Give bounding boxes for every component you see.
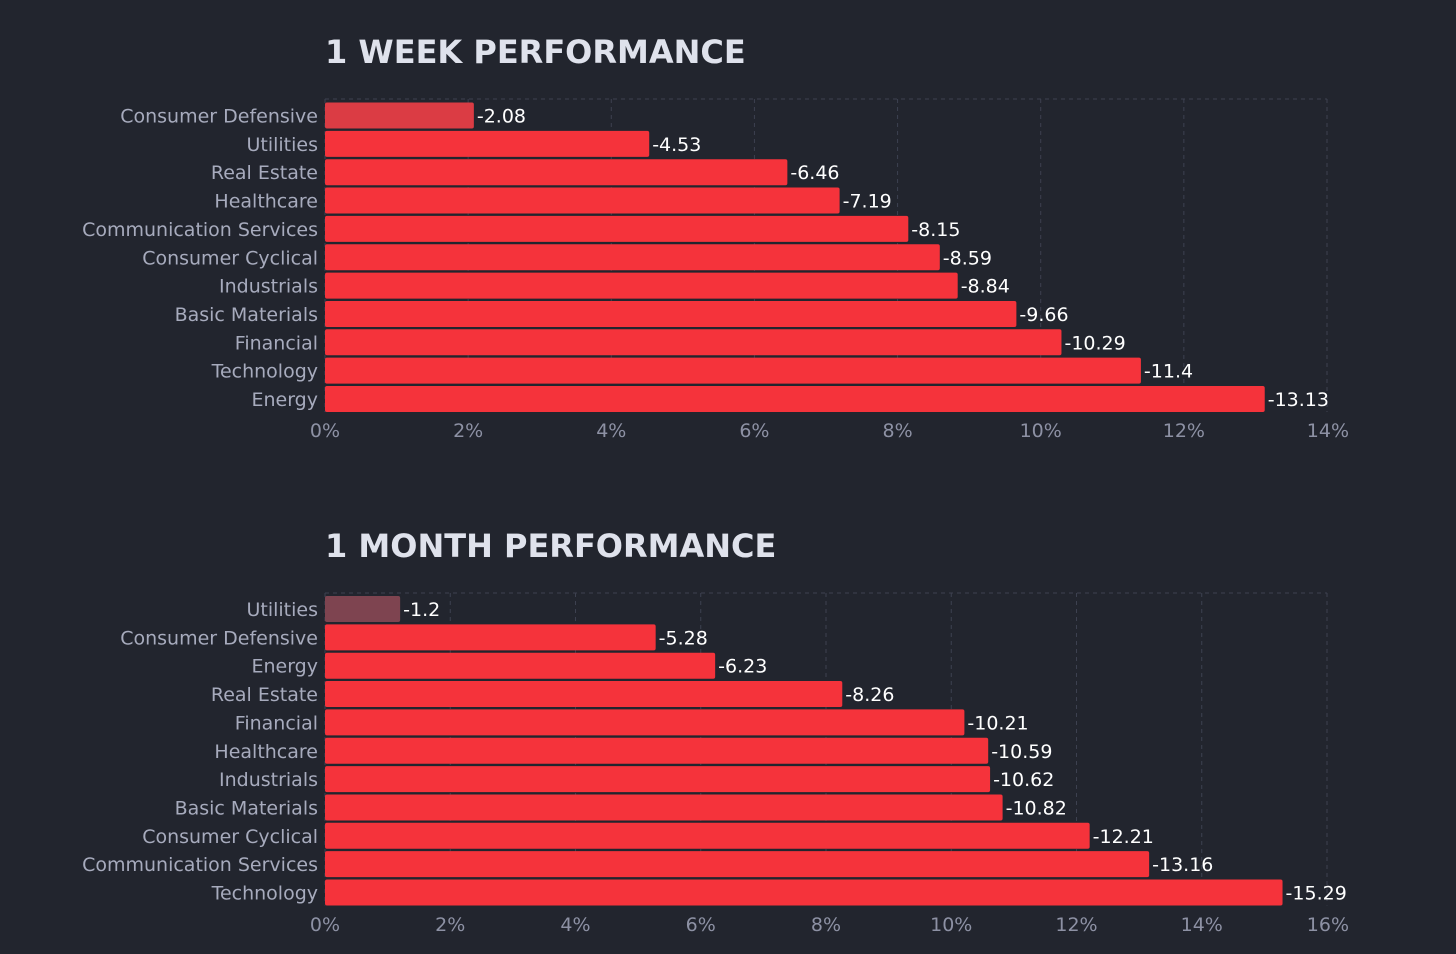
month-bar (325, 652, 716, 679)
month-category-label: Real Estate (211, 684, 318, 706)
month-bar (325, 794, 1003, 821)
week-bar (325, 329, 1062, 356)
week-bar (325, 300, 1017, 327)
month-category-label: Utilities (246, 599, 318, 621)
month-bar (325, 766, 991, 793)
month-value-label: -8.26 (845, 684, 894, 706)
month-bar (325, 681, 843, 708)
month-category-label: Industrials (219, 769, 318, 791)
month-grid (324, 592, 1328, 906)
month-value-label: -15.29 (1286, 883, 1347, 905)
month-x-axis: 0% 2% 4% 6% 8% 10% 12% 14% 16% (310, 914, 1349, 936)
month-value-label: -6.23 (718, 656, 767, 678)
month-category-label: Consumer Defensive (120, 627, 318, 649)
week-bar (325, 187, 840, 214)
week-value-label: -8.84 (961, 276, 1010, 298)
month-value-label: -5.28 (659, 627, 708, 649)
month-chart-title: 1 MONTH PERFORMANCE (325, 527, 776, 565)
month-tick-label: 0% (310, 914, 340, 936)
week-category-label: Basic Materials (175, 304, 318, 326)
week-tick-label: 0% (310, 420, 340, 442)
month-value-label: -1.2 (403, 599, 440, 621)
month-category-label: Healthcare (214, 741, 318, 763)
week-tick-label: 6% (739, 420, 769, 442)
month-bars: Utilities -1.2 Consumer Defensive -5.28 Ener… (82, 596, 1347, 906)
week-tick-label: 4% (596, 420, 626, 442)
month-value-label: -12.21 (1093, 826, 1154, 848)
week-bars: Consumer Defensive -2.08 Utilities -4.53 Rea… (82, 102, 1329, 412)
week-grid (324, 98, 1328, 412)
week-tick-label: 10% (1020, 420, 1062, 442)
month-tick-label: 4% (560, 914, 590, 936)
month-category-label: Energy (251, 656, 318, 678)
week-value-label: -10.29 (1064, 332, 1125, 354)
month-category-label: Basic Materials (175, 797, 318, 819)
month-bar (325, 851, 1150, 878)
month-bar (325, 624, 656, 651)
week-category-label: Energy (251, 389, 318, 411)
month-category-label: Communication Services (82, 854, 318, 876)
week-value-label: -7.19 (843, 191, 892, 213)
week-value-label: -8.15 (911, 219, 960, 241)
month-value-label: -10.82 (1006, 797, 1067, 819)
week-category-label: Communication Services (82, 219, 318, 241)
week-bar (325, 102, 474, 129)
week-tick-label: 2% (453, 420, 483, 442)
week-bar (325, 272, 958, 299)
month-performance-chart: 1 MONTH PERFORMANCE Utilities -1.2 Consume… (82, 527, 1349, 936)
week-bar (325, 386, 1265, 412)
week-bar (325, 215, 909, 242)
month-value-label: -13.16 (1152, 854, 1213, 876)
month-tick-label: 12% (1055, 914, 1097, 936)
week-value-label: -6.46 (790, 162, 839, 184)
week-bar (325, 130, 650, 157)
month-tick-label: 16% (1307, 914, 1349, 936)
month-bar (325, 737, 989, 764)
week-value-label: -9.66 (1019, 304, 1068, 326)
month-value-label: -10.21 (967, 712, 1028, 734)
week-performance-chart: 1 WEEK PERFORMANCE Consumer Defensive -2.… (82, 33, 1349, 442)
week-bar (325, 244, 940, 271)
week-bar (325, 357, 1141, 384)
month-category-label: Technology (211, 883, 318, 905)
month-value-label: -10.59 (991, 741, 1052, 763)
week-category-label: Utilities (246, 134, 318, 156)
week-value-label: -8.59 (943, 247, 992, 269)
month-value-label: -10.62 (993, 769, 1054, 791)
month-category-label: Financial (235, 712, 318, 734)
week-value-label: -4.53 (652, 134, 701, 156)
month-bar (325, 596, 401, 622)
week-category-label: Consumer Defensive (120, 106, 318, 128)
week-category-label: Technology (211, 361, 318, 383)
week-category-label: Financial (235, 332, 318, 354)
week-value-label: -11.4 (1144, 361, 1193, 383)
month-bar (325, 879, 1283, 906)
week-category-label: Industrials (219, 276, 318, 298)
week-category-label: Healthcare (214, 191, 318, 213)
week-category-label: Consumer Cyclical (142, 247, 318, 269)
week-category-label: Real Estate (211, 162, 318, 184)
week-bar (325, 159, 788, 186)
month-category-label: Consumer Cyclical (142, 826, 318, 848)
week-value-label: -2.08 (477, 106, 526, 128)
week-tick-label: 14% (1307, 420, 1349, 442)
month-tick-label: 10% (930, 914, 972, 936)
month-tick-label: 8% (811, 914, 841, 936)
month-tick-label: 14% (1181, 914, 1223, 936)
week-chart-title: 1 WEEK PERFORMANCE (325, 33, 746, 71)
month-tick-label: 6% (686, 914, 716, 936)
week-x-axis: 0% 2% 4% 6% 8% 10% 12% 14% (310, 420, 1349, 442)
week-tick-label: 8% (882, 420, 912, 442)
week-value-label: -13.13 (1268, 389, 1329, 411)
month-tick-label: 2% (435, 914, 465, 936)
month-bar (325, 822, 1090, 849)
month-bar (325, 709, 965, 736)
week-tick-label: 12% (1163, 420, 1205, 442)
